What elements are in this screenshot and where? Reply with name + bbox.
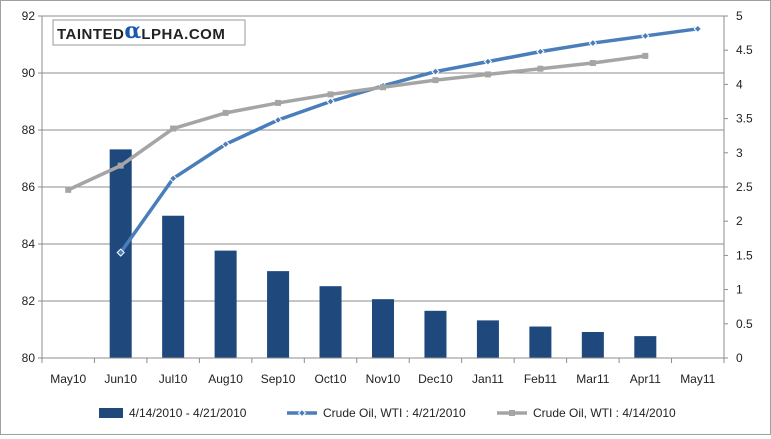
tainted-alpha-logo: TAINTEDαLPHA.COM: [52, 18, 246, 46]
series-1-point: [273, 115, 283, 125]
left-axis-tick-label: 86: [22, 180, 36, 194]
x-axis-tick-label: Nov10: [366, 372, 401, 386]
bar-Jan11: [476, 320, 499, 358]
right-axis-tick-label: 4: [736, 77, 743, 91]
x-axis-tick-label: Jul10: [159, 372, 188, 386]
series-1-point: [326, 97, 335, 106]
series-2-point: [327, 91, 334, 98]
bar-Apr11: [634, 336, 657, 358]
series-2-point: [117, 162, 124, 169]
left-axis-tick-label: 88: [22, 123, 36, 137]
legend-swatch-marker: [509, 410, 515, 416]
x-axis-tick-label: Apr11: [630, 372, 661, 386]
x-axis-tick-label: Jan11: [472, 372, 504, 386]
series-line-2: [67, 54, 646, 192]
series-1-point: [641, 31, 650, 41]
series-1-point: [536, 47, 545, 56]
line-series: [65, 24, 702, 257]
series-2-point: [275, 99, 282, 106]
series-2-point: [222, 109, 229, 116]
x-axis-tick-label: May10: [50, 372, 86, 386]
legend-label: Crude Oil, WTI : 4/21/2010: [323, 406, 466, 420]
left-axis-tick-label: 80: [22, 351, 36, 365]
right-axis-tick-label: 0.5: [736, 317, 753, 331]
series-2-point: [170, 125, 177, 132]
series-line-1: [119, 27, 699, 254]
bar-Dec10: [424, 310, 447, 358]
logo-box: [52, 19, 246, 46]
right-axis-tick-label: 2.5: [736, 180, 753, 194]
legend: 4/14/2010 - 4/21/2010 Crude Oil, WTI : 4/…: [99, 406, 676, 420]
x-axis-tick-label: May11: [680, 372, 715, 386]
logo-text: TAINTEDαLPHA.COM: [57, 18, 225, 44]
bar-Jul10: [162, 215, 185, 358]
legend-label: Crude Oil, WTI : 4/14/2010: [533, 406, 676, 420]
series-2-point: [484, 71, 491, 78]
x-axis-tick-label: Aug10: [208, 372, 243, 386]
left-axis-tick-label: 92: [22, 9, 36, 23]
bar-Sep10: [267, 271, 290, 358]
bar-Aug10: [214, 250, 237, 358]
legend-swatch-bar: [99, 408, 123, 418]
logo-alpha-glyph: α: [124, 18, 141, 44]
series-2-point: [65, 186, 72, 193]
x-axis-tick-label: Oct10: [315, 372, 347, 386]
left-axis-tick-label: 82: [22, 294, 36, 308]
series-2-point: [537, 65, 544, 72]
series-1-point: [431, 67, 440, 76]
series-2-point: [380, 84, 386, 91]
series-1-point: [116, 248, 125, 257]
right-axis-tick-label: 4.5: [736, 43, 753, 57]
left-axis-tick-label: 84: [22, 237, 36, 251]
right-axis-tick-label: 5: [736, 9, 743, 23]
x-axis-tick-label: Dec10: [418, 372, 453, 386]
series-2-point: [589, 60, 596, 67]
x-axis-tick-label: Mar11: [576, 372, 609, 386]
series-1-point: [693, 24, 702, 34]
bar-Nov10: [371, 299, 395, 358]
logo-text-pre: TAINTED: [57, 26, 124, 43]
right-axis-tick-label: 3: [736, 146, 743, 160]
gridlines: [42, 15, 724, 359]
x-axis-tick-label: Sep10: [261, 372, 296, 386]
left-axis-tick-label: 90: [22, 66, 36, 80]
series-1-point: [168, 174, 178, 183]
bar-series: [109, 149, 657, 358]
series-1-point: [483, 57, 493, 66]
right-axis-tick-label: 1: [736, 283, 743, 297]
legend-swatch-marker: [297, 408, 307, 418]
legend-label: 4/14/2010 - 4/21/2010: [129, 406, 247, 420]
logo-text-post: LPHA.COM: [141, 26, 225, 43]
bar-Mar11: [581, 332, 604, 358]
axes: 80 82 84 86 88 90 92 0 0.5 1 1.5 2 2.5 3 3.5 4 4.5 5 May10…: [22, 9, 753, 386]
bar-Oct10: [319, 286, 342, 358]
x-axis-tick-label: Feb11: [524, 372, 557, 386]
series-2-point: [642, 52, 649, 59]
right-axis-tick-label: 3.5: [736, 112, 753, 126]
series-2-point: [432, 77, 439, 84]
right-axis-tick-label: 1.5: [736, 248, 753, 262]
right-axis-tick-label: 2: [736, 214, 743, 228]
series-1-point: [588, 38, 598, 48]
right-axis-tick-label: 0: [736, 351, 743, 365]
series-1-point: [221, 140, 230, 149]
bar-Feb11: [529, 326, 552, 358]
x-axis-tick-label: Jun10: [104, 372, 137, 386]
